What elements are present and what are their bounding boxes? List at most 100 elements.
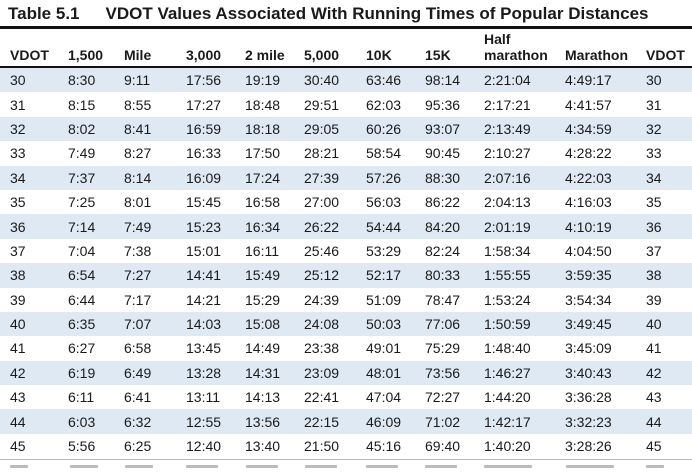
cell-value: 2:17:21 <box>484 96 531 113</box>
cell-value: 8:41 <box>124 120 152 137</box>
cell-value: 8:15 <box>68 96 96 113</box>
cell-value: 6:03 <box>68 413 96 430</box>
table-cell: 82:24 <box>425 238 484 264</box>
table-cell: 3:59:35 <box>565 263 646 288</box>
table-cell: 84:20 <box>425 214 484 239</box>
cell-value: 8:55 <box>124 96 152 113</box>
table-cell: 36 <box>0 214 68 239</box>
table-cell: 16:58 <box>245 189 304 215</box>
cell-value: 3:40:43 <box>565 364 612 381</box>
cell-value: 14:13 <box>245 389 281 406</box>
table-cell: 6:19 <box>68 360 124 386</box>
cell-value: 4:49:17 <box>565 72 612 89</box>
table-cell: 62:03 <box>366 92 425 117</box>
table-row: 41 6:27 6:58 13:45 14:49 23:38 49:01 75:29 1:48:… <box>0 336 692 361</box>
table-cell: 38 <box>0 263 68 288</box>
cell-value: 3:28:26 <box>565 438 612 455</box>
cell-value: 6:35 <box>68 316 96 333</box>
cell-value: 45:16 <box>366 438 402 455</box>
cell-value: 16:34 <box>245 218 281 235</box>
table-cell: 23:09 <box>304 360 366 386</box>
cell-value: 4:41:57 <box>565 96 612 113</box>
table-cell: 37 <box>0 238 68 264</box>
table-cell: 7:04 <box>68 238 124 264</box>
table-cell: 2:17:21 <box>484 92 565 117</box>
cell-value: 4:28:22 <box>565 145 612 162</box>
cell-value: 8:01 <box>124 194 152 211</box>
cut-off-text <box>566 465 614 468</box>
table-cell: 1:58:34 <box>484 238 565 264</box>
cell-value: 1:46:27 <box>484 364 531 381</box>
cell-value: 23:38 <box>304 340 340 357</box>
table-cell: 13:40 <box>245 433 304 459</box>
cell-value: 86:22 <box>425 194 461 211</box>
cell-value: 33 <box>10 145 26 162</box>
header-1500: 1,500 <box>68 47 104 63</box>
table-cell: 23:38 <box>304 336 366 361</box>
cell-value: 26:22 <box>304 218 340 235</box>
cell-value: 8:30 <box>68 72 96 89</box>
cell-value: 6:32 <box>124 413 152 430</box>
cell-value: 84:20 <box>425 218 461 235</box>
table-cell: 40 <box>646 311 692 337</box>
table-cell: 16:34 <box>245 214 304 239</box>
cell-value: 37 <box>646 242 662 259</box>
table-cell: 60:26 <box>366 116 425 142</box>
table-cell: 17:50 <box>245 141 304 166</box>
cell-value: 22:41 <box>304 389 340 406</box>
cell-value: 14:21 <box>186 291 222 308</box>
table-cell: 17:27 <box>186 92 245 117</box>
cell-value: 43 <box>10 389 26 406</box>
table-cell: 1:50:59 <box>484 311 565 337</box>
table-cell: 42 <box>646 360 692 386</box>
table-cell: 4:34:59 <box>565 116 646 142</box>
table-cell: 7:17 <box>124 287 186 312</box>
cell-value: 53:29 <box>366 242 402 259</box>
table-cell: 24:39 <box>304 287 366 312</box>
table-cell: 30 <box>0 68 68 93</box>
table-cell: 2:13:49 <box>484 116 565 142</box>
table-cell: 41 <box>646 336 692 361</box>
table-cell: 1:40:20 <box>484 433 565 459</box>
cell-value: 80:33 <box>425 267 461 284</box>
table-cell: 6:49 <box>124 360 186 386</box>
cell-value: 4:16:03 <box>565 194 612 211</box>
table-row: 39 6:44 7:17 14:21 15:29 24:39 51:09 78:47 1:53:… <box>0 287 692 312</box>
table-cell: 26:22 <box>304 214 366 239</box>
table-cell: 8:41 <box>124 116 186 142</box>
cell-value: 7:04 <box>68 242 96 259</box>
table-cell: 43 <box>646 385 692 410</box>
table-cell: 18:18 <box>245 116 304 142</box>
table-cell: 8:01 <box>124 189 186 215</box>
table-cell: 30 <box>646 68 692 93</box>
cell-value: 95:36 <box>425 96 461 113</box>
header-rule <box>0 66 692 68</box>
table-cell: 15:29 <box>245 287 304 312</box>
top-rule <box>0 26 692 29</box>
cell-value: 7:07 <box>124 316 152 333</box>
table-cell: 16:33 <box>186 141 245 166</box>
table-cell: 8:27 <box>124 141 186 166</box>
table-cell: 78:47 <box>425 287 484 312</box>
cell-value: 7:38 <box>124 242 152 259</box>
cut-off-text <box>10 465 28 468</box>
cell-value: 13:11 <box>186 389 220 406</box>
table-cell: 88:30 <box>425 165 484 190</box>
table-cell: 14:13 <box>245 385 304 410</box>
table-cell: 4:10:19 <box>565 214 646 239</box>
cell-value: 39 <box>646 291 662 308</box>
table-cell: 19:19 <box>245 68 304 93</box>
cell-value: 49:01 <box>366 340 402 357</box>
cell-value: 13:56 <box>245 413 281 430</box>
table-cell: 48:01 <box>366 360 425 386</box>
table-cell: 7:25 <box>68 189 124 215</box>
table-cell: 5:56 <box>68 433 124 459</box>
table-cell: 7:07 <box>124 311 186 337</box>
table-row: 37 7:04 7:38 15:01 16:11 25:46 53:29 82:24 1:58:… <box>0 238 692 264</box>
table-cell: 2:21:04 <box>484 68 565 93</box>
table-cell: 3:28:26 <box>565 433 646 459</box>
table-cell: 35 <box>646 189 692 215</box>
cell-value: 4:04:50 <box>565 242 612 259</box>
cell-value: 44 <box>10 413 26 430</box>
cell-value: 24:08 <box>304 316 340 333</box>
